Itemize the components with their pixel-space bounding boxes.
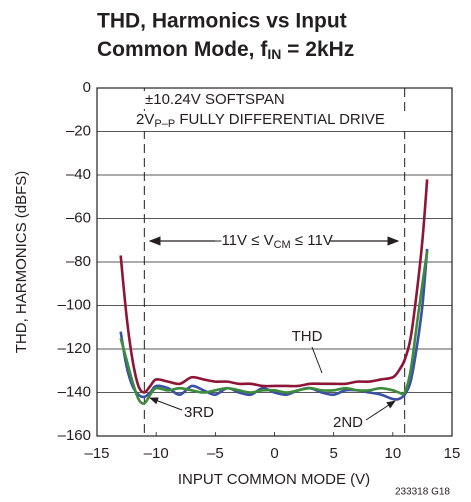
leader-line — [149, 397, 183, 411]
series-line — [119, 248, 429, 401]
y-tick-label: –140 — [58, 383, 91, 400]
annotation-text: –11V ≤ V — [213, 232, 274, 249]
x-axis-label: INPUT COMMON MODE (V) — [178, 471, 370, 488]
y-tick-label: –40 — [66, 166, 91, 183]
y-tick-label: –100 — [58, 296, 91, 313]
y-tick-label: –60 — [66, 209, 91, 226]
label-bg — [218, 231, 328, 253]
chart-title: THD, Harmonics vs Input — [97, 10, 347, 33]
y-axis-label: THD, HARMONICS (dBFS) — [13, 171, 30, 354]
plot-frame — [96, 87, 453, 437]
annotation-text: 2V — [136, 111, 154, 128]
figure-id: 233318 G18 — [395, 487, 450, 498]
title-subscript: IN — [267, 46, 281, 62]
range-markers — [143, 88, 406, 436]
x-tick-label: –10 — [144, 445, 169, 462]
series-line — [119, 179, 429, 394]
y-tick-label: –120 — [58, 340, 91, 357]
label-bg — [133, 111, 415, 131]
annotation: 2VP–P FULLY DIFFERENTIAL DRIVE — [136, 111, 385, 130]
x-tick-label: –15 — [84, 445, 109, 462]
leader-line — [311, 346, 323, 374]
y-tick-label: –160 — [58, 427, 91, 444]
x-tick-label: 5 — [329, 445, 337, 462]
grid — [96, 87, 453, 437]
y-tick-label: –20 — [66, 122, 91, 139]
series-label: THD — [292, 328, 323, 345]
x-tick-label: 15 — [444, 445, 461, 462]
annotation-text: ≤ 11V — [291, 232, 333, 249]
annotation-subscript: CM — [274, 239, 291, 251]
annotation-text: FULLY DIFFERENTIAL DRIVE — [175, 111, 385, 128]
title-text: = 2kHz — [281, 38, 354, 61]
plot-lines — [119, 179, 429, 405]
annotation: ±10.24V SOFTSPAN — [145, 91, 285, 108]
series-label: 2ND — [333, 414, 363, 431]
leader-line — [365, 400, 396, 421]
series-label: 3RD — [184, 404, 214, 421]
series-line — [119, 250, 429, 405]
annotation-subscript: P–P — [154, 118, 175, 130]
y-tick-label: –80 — [66, 253, 91, 270]
chart-title: Common Mode, fIN = 2kHz — [97, 38, 354, 62]
y-tick-label: 0 — [83, 79, 91, 96]
x-tick-label: 0 — [270, 445, 278, 462]
annotation: –11V ≤ VCM ≤ 11V — [213, 232, 333, 251]
x-tick-label: –5 — [207, 445, 224, 462]
title-text: Common Mode, f — [97, 38, 268, 61]
x-tick-label: 10 — [384, 445, 401, 462]
label-bg — [140, 91, 280, 109]
